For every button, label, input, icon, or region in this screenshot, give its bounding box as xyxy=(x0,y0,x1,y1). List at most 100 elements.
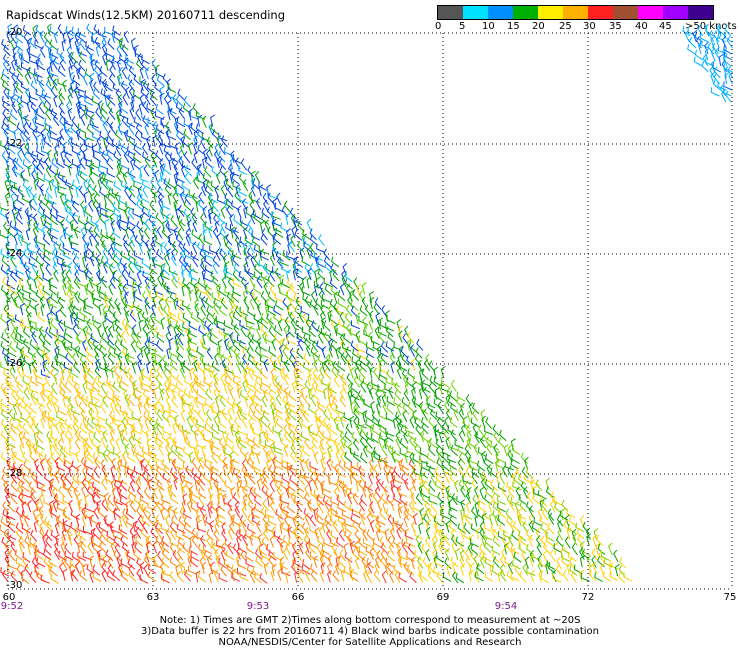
wind-barb xyxy=(307,499,312,512)
wind-barb xyxy=(7,438,16,449)
wind-barb xyxy=(233,347,241,360)
wind-barb xyxy=(176,523,186,534)
wind-barb xyxy=(316,543,324,556)
wind-barb xyxy=(170,444,178,457)
wind-barb xyxy=(613,549,619,562)
wind-barb xyxy=(77,106,83,119)
wind-barb xyxy=(397,501,403,514)
wind-barb xyxy=(235,352,241,366)
wind-barb xyxy=(450,528,457,541)
wind-barb xyxy=(185,281,192,294)
wind-barb xyxy=(71,145,81,156)
wind-barb xyxy=(260,312,269,325)
wind-barb xyxy=(15,213,24,225)
wind-barb xyxy=(85,45,93,57)
wind-barb xyxy=(107,339,116,351)
wind-barb xyxy=(101,37,108,50)
wind-barb xyxy=(62,242,72,253)
wind-barb xyxy=(386,403,394,415)
wind-barb xyxy=(333,416,339,429)
wind-barb xyxy=(594,572,604,583)
wind-barb xyxy=(48,298,57,309)
wind-barb xyxy=(137,499,144,512)
wind-barb xyxy=(29,325,37,338)
wind-barb xyxy=(186,415,192,428)
wind-barb xyxy=(338,529,345,542)
wind-barb xyxy=(147,318,156,331)
wind-barb xyxy=(14,295,19,308)
wind-barb xyxy=(161,173,169,185)
wind-barb xyxy=(513,551,522,563)
wind-barb xyxy=(46,65,52,79)
wind-barb xyxy=(466,409,472,423)
wind-barb xyxy=(113,348,123,359)
wind-barb xyxy=(215,171,221,184)
wind-barb xyxy=(49,39,58,51)
wind-barb xyxy=(275,417,284,430)
wind-barb xyxy=(221,528,228,541)
wind-barb xyxy=(246,457,254,470)
wind-barb xyxy=(51,487,58,500)
wind-barb xyxy=(198,292,207,304)
wind-barb xyxy=(120,430,128,443)
wind-barb xyxy=(21,348,30,359)
wind-barb xyxy=(64,472,72,485)
wind-barb xyxy=(337,562,346,574)
wind-barb xyxy=(70,521,79,533)
wind-barb xyxy=(2,117,10,129)
wind-barb xyxy=(167,285,177,295)
wind-barb xyxy=(256,276,263,289)
wind-barb xyxy=(565,514,570,527)
wind-barb xyxy=(338,346,346,359)
wind-barb xyxy=(496,502,506,513)
wind-barb xyxy=(705,26,714,37)
wind-barb xyxy=(144,297,151,310)
wind-barb xyxy=(112,254,120,266)
wind-barb xyxy=(211,431,221,441)
wind-barb xyxy=(180,360,186,374)
wind-barb xyxy=(414,444,423,456)
wind-barb xyxy=(166,312,172,325)
wind-barb xyxy=(128,87,135,100)
wind-barb xyxy=(113,413,123,423)
wind-barb xyxy=(251,509,261,519)
wind-barb xyxy=(579,555,585,568)
wind-barb xyxy=(275,393,282,406)
wind-barb xyxy=(106,444,115,456)
wind-barb xyxy=(115,88,122,101)
wind-barb xyxy=(33,431,39,444)
wind-barb xyxy=(245,558,255,568)
wind-barb xyxy=(121,66,128,80)
wind-barb xyxy=(146,551,156,562)
wind-barb xyxy=(512,471,518,484)
wind-barb xyxy=(120,80,128,93)
wind-barb xyxy=(49,478,55,491)
wind-barb xyxy=(232,269,240,282)
wind-barb xyxy=(103,295,109,309)
wind-barb xyxy=(142,270,151,282)
wind-barb xyxy=(60,430,65,443)
wind-barb xyxy=(247,439,256,450)
wind-barb xyxy=(43,173,53,184)
wind-barb xyxy=(201,403,207,416)
wind-barb xyxy=(193,129,199,142)
wind-barb xyxy=(28,299,37,311)
wind-barb xyxy=(158,485,164,498)
wind-barb xyxy=(233,227,240,240)
wind-barb xyxy=(107,564,114,577)
wind-barb xyxy=(421,417,429,429)
wind-barb xyxy=(576,528,585,540)
wind-barb xyxy=(433,376,443,387)
wind-barb xyxy=(498,507,507,519)
wind-barb xyxy=(372,342,382,352)
wind-barb xyxy=(232,278,242,288)
wind-barb xyxy=(316,260,323,273)
wind-barb xyxy=(91,145,101,155)
wind-barb xyxy=(399,558,409,568)
wind-barb xyxy=(484,537,493,549)
wind-barb xyxy=(309,525,319,535)
wind-barb xyxy=(308,334,318,345)
wind-barb xyxy=(377,317,383,330)
wind-barb xyxy=(167,306,177,317)
wind-barb xyxy=(6,318,12,331)
